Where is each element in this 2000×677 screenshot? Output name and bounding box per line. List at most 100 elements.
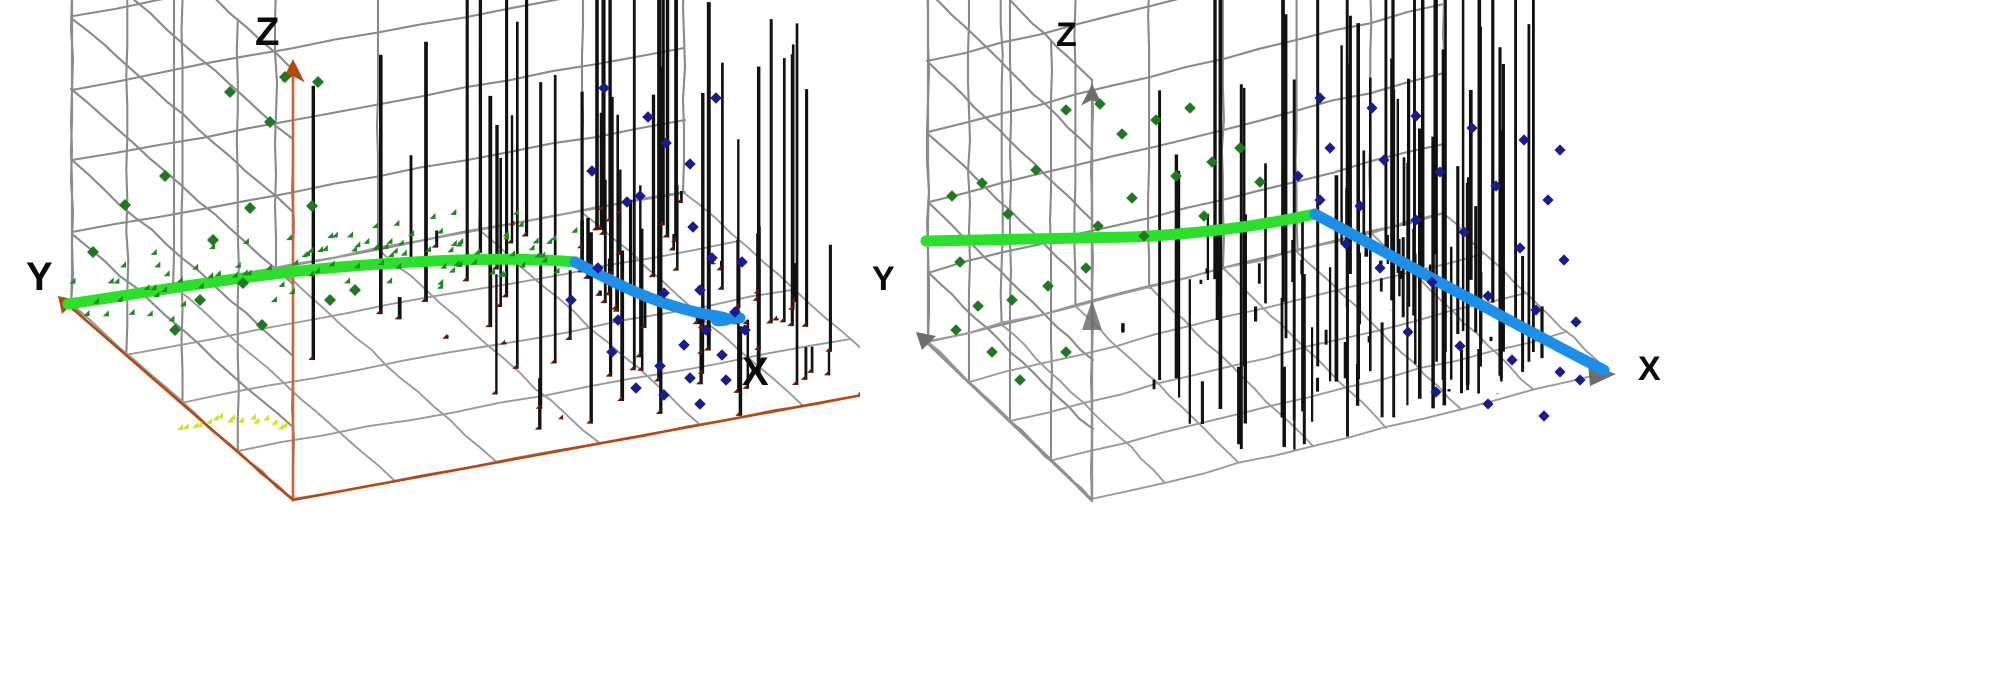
x-marginal-point-outlier: [1554, 144, 1566, 156]
x-marginal-point-outlier: [706, 252, 718, 264]
x-marginal-point-outlier: [630, 382, 642, 394]
x-marginal-point-outlier: [694, 284, 706, 296]
floor-base-point: [421, 296, 427, 302]
low-cluster-point: [177, 424, 184, 431]
y-marginal-point: [436, 227, 443, 234]
x-marginal-point-outlier: [621, 196, 633, 208]
y-marginal-point: [400, 249, 407, 256]
floor-base-point: [716, 265, 722, 271]
x-marginal-point-outlier: [736, 256, 748, 268]
x-marginal-point-outlier: [684, 158, 696, 170]
y-marginal-point: [512, 208, 519, 215]
y-marginal-point: [192, 263, 199, 270]
floor-grid-line: [1009, 292, 1527, 422]
y-marginal-point: [69, 277, 76, 284]
y-marginal-point: [450, 239, 457, 246]
floor-base-point: [662, 232, 668, 238]
floor-base-point: [787, 321, 793, 327]
y-marginal-point: [553, 267, 560, 274]
low-cluster-point: [182, 423, 189, 430]
y-marginal-point: [382, 243, 389, 250]
y-marginal-point: [154, 261, 161, 268]
floor-base-point: [742, 318, 748, 324]
x-marginal-point-outlier: [1558, 254, 1570, 266]
x-marginal-point-outlier: [1366, 102, 1378, 114]
y-marginal-point: [449, 266, 456, 273]
y-marginal-fit-line: [62, 253, 581, 310]
x-marginal-point-outlier: [1454, 340, 1466, 352]
low-cluster-point: [217, 412, 224, 419]
floor-base-point: [592, 225, 598, 231]
x-marginal-point-outlier: [1542, 194, 1554, 206]
y-marginal-point: [528, 244, 535, 251]
y-marginal-point: [207, 272, 214, 279]
y-marginal-point: [353, 262, 360, 269]
y-marginal-point: [304, 250, 311, 257]
y-marginal-point: [128, 308, 135, 315]
y-marginal-point: [113, 277, 120, 284]
x-marginal-point-outlier: [687, 221, 699, 233]
x-marginal-point-outlier: [658, 389, 670, 401]
x-marginal-point-outlier: [654, 360, 666, 372]
z-axis-arrowhead-icon: [1082, 300, 1102, 330]
floor-base-point: [507, 238, 513, 244]
floor-base-point: [658, 220, 664, 226]
floor-base-point: [442, 333, 448, 339]
floor-base-point: [703, 345, 709, 351]
floor-base-point: [462, 276, 468, 282]
y-marginal-point: [160, 286, 167, 293]
floor-base-point: [375, 309, 381, 315]
y-marginal-point: [386, 277, 393, 284]
y-marginal-point: [288, 287, 295, 294]
y-marginal-point: [450, 208, 457, 215]
grid-line: [926, 2, 1446, 134]
floor-base-point: [612, 306, 618, 312]
floor-base-point: [807, 367, 813, 373]
floor-base-point: [637, 365, 643, 371]
right-x-axis-label: X: [1638, 350, 1661, 388]
low-cluster-point: [277, 423, 284, 430]
x-marginal-point-outlier: [658, 287, 670, 299]
y-marginal-point-outlier: [349, 284, 361, 296]
y-marginal-point-outlier: [1014, 374, 1026, 386]
floor-base-point: [598, 229, 604, 235]
grid-line: [215, 0, 294, 71]
low-cluster-point: [263, 414, 270, 421]
y-marginal-point: [378, 259, 385, 266]
y-marginal-point: [245, 269, 252, 276]
y-marginal-fit-line: [920, 208, 1321, 247]
y-marginal-point: [408, 230, 415, 237]
x-marginal-point-outlier: [1574, 374, 1586, 386]
floor-base-point: [654, 376, 660, 382]
floor-base-point: [788, 304, 794, 310]
x-marginal-point-outlier: [684, 372, 696, 384]
floor-base-point: [655, 408, 661, 414]
y-marginal-point-outlier: [1138, 230, 1150, 242]
grid-line: [926, 0, 931, 344]
floor-base-point: [605, 371, 611, 377]
y-marginal-point: [386, 237, 393, 244]
y-marginal-point: [470, 258, 477, 265]
floor-base-point: [509, 220, 515, 226]
y-marginal-point: [347, 231, 354, 238]
y-marginal-point: [354, 241, 361, 248]
floor-base-point: [733, 387, 739, 393]
y-marginal-point-outlier: [306, 200, 318, 212]
floor-base-point: [857, 391, 860, 395]
grid-line: [966, 0, 972, 383]
y-marginal-point: [425, 245, 432, 252]
floor-base-point: [672, 265, 678, 271]
x-marginal-fit-line: [569, 256, 746, 327]
y-marginal-point: [197, 282, 204, 289]
y-marginal-point: [532, 237, 539, 244]
y-marginal-point: [393, 219, 400, 226]
left-z-axis-label: Z: [255, 10, 280, 54]
y-marginal-point: [143, 284, 150, 291]
y-marginal-point: [387, 251, 394, 258]
x-marginal-point-outlier: [1570, 316, 1582, 328]
floor-base-point: [495, 302, 501, 308]
floor-base-point: [752, 295, 758, 301]
y-marginal-point: [317, 246, 324, 253]
floor-base-point: [825, 346, 831, 352]
